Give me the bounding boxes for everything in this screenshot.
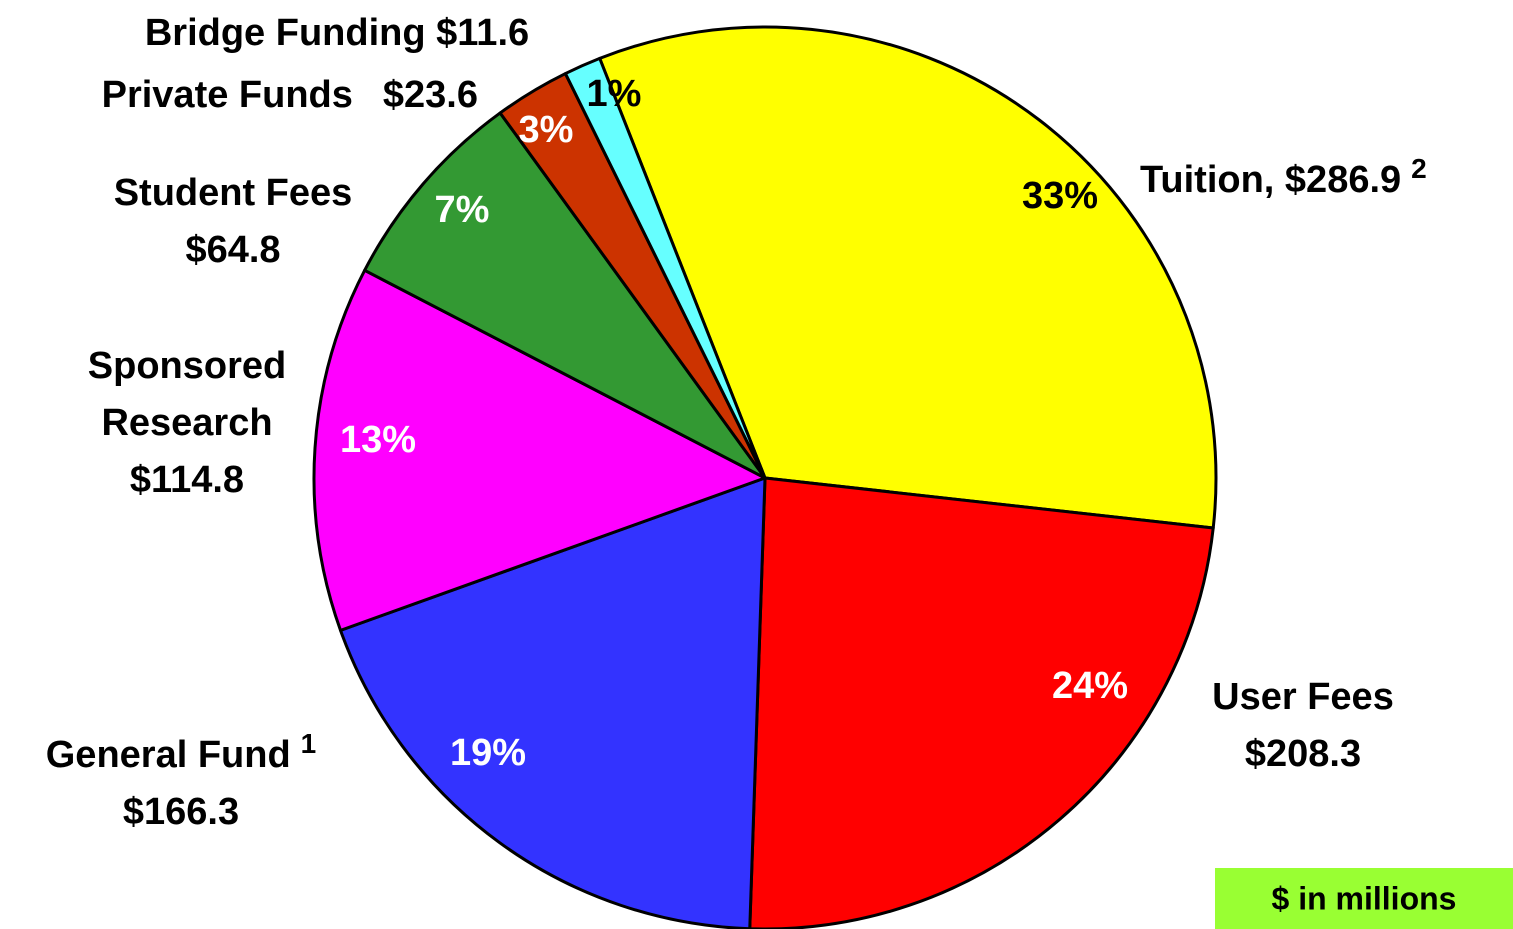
note: $ in millions [1272, 880, 1457, 916]
percent-label: 13% [340, 419, 416, 461]
category-name: Tuition, [1140, 159, 1275, 201]
value-label: $23.6 [382, 74, 478, 116]
value-label: $208.3 [1244, 733, 1362, 775]
percent-label: 1% [587, 73, 642, 115]
category-name: Private Funds [101, 74, 353, 116]
pie-slice [339, 476, 767, 929]
percent-label: 19% [450, 732, 526, 774]
pie [312, 25, 1218, 929]
category-label: Sponsored Research $114.8 [52, 338, 322, 509]
category-label: User Fees $208.3 [1163, 669, 1443, 783]
percent-label: 7% [435, 189, 490, 231]
category-label: General Fund 1 $166.3 [0, 727, 362, 841]
pie-slice [563, 56, 767, 480]
category-label: Tuition, $286.9 2 [1140, 152, 1513, 209]
value-label: $114.8 [129, 459, 245, 501]
category-name: Student Fees [113, 172, 353, 214]
pie-slice [598, 25, 1218, 530]
pie-slice [363, 111, 767, 480]
category-name: Bridge Funding [144, 12, 426, 54]
category-name: General Fund [45, 734, 291, 776]
footnote-marker: 1 [300, 728, 317, 759]
value-label: $64.8 [185, 229, 281, 271]
value-label: $11.6 [436, 12, 530, 54]
pie-slice [312, 268, 767, 632]
footnote-marker: 2 [1411, 153, 1427, 184]
note-box [1215, 868, 1513, 929]
percent-label: 3% [519, 109, 574, 151]
category-name: User Fees [1212, 676, 1394, 718]
value-label: $166.3 [122, 791, 240, 833]
category-name: Sponsored Research [87, 345, 287, 444]
value-label: $286.9 [1284, 159, 1402, 201]
category-label: Private Funds $23.6 [0, 67, 478, 124]
percent-label: 24% [1052, 665, 1128, 707]
percent-label: 33% [1022, 175, 1098, 217]
category-label: Student Fees $64.8 [73, 165, 393, 279]
category-label: Bridge Funding $11.6 [87, 5, 587, 62]
pie-slice [748, 476, 1215, 929]
